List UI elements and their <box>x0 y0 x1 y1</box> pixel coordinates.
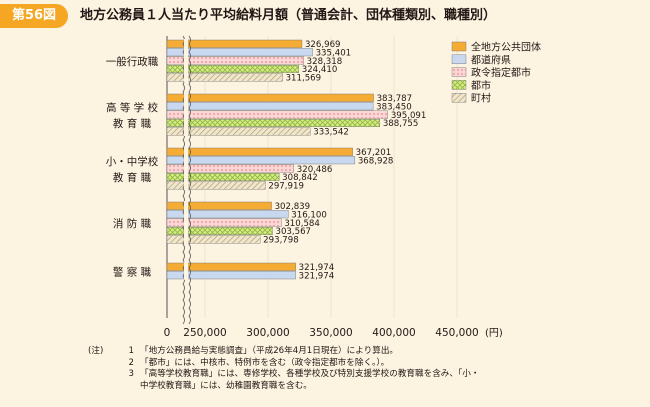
bar-value-label: 395,091 <box>391 111 427 121</box>
bar-value-label: 333,542 <box>313 128 349 138</box>
bar-value-label: 321,974 <box>299 263 335 273</box>
note-continuation: 中学校教育職」には、幼稚園教育職を含む。 <box>140 380 312 391</box>
category-label: 高 等 学 校 <box>106 101 159 114</box>
category-label: 教 育 職 <box>113 117 152 130</box>
bar <box>166 73 283 82</box>
bar <box>166 181 266 190</box>
bar-value-label: 368,928 <box>358 156 394 166</box>
bar-value-label: 383,787 <box>377 94 413 104</box>
legend-label: 都市 <box>471 79 491 92</box>
axis-break-line <box>188 35 191 325</box>
x-tick-label: 0 <box>164 327 171 339</box>
x-tick-label: 350,000 <box>309 327 352 339</box>
legend-swatch <box>451 67 467 77</box>
note-number: 3 <box>128 369 134 379</box>
bar-value-label: 303,567 <box>275 227 311 237</box>
category-label: 一般行政職 <box>106 55 159 68</box>
x-tick-label: 450,000 <box>435 327 478 339</box>
note-row: 2 「都市」には、中核市、特例市を含む（政令指定都市を除く。）。 <box>88 358 628 370</box>
bar <box>166 127 311 136</box>
bar-break-gap <box>184 201 188 244</box>
note-number: 2 <box>128 357 134 368</box>
bar-break-gap <box>184 147 188 190</box>
legend-swatch <box>451 92 467 103</box>
legend-swatch <box>451 41 467 52</box>
bar-value-label: 293,798 <box>263 236 299 246</box>
bar <box>166 93 374 102</box>
bar-value-label: 388,755 <box>383 119 419 129</box>
bar <box>166 235 261 244</box>
bar <box>166 64 299 73</box>
note-row: (注) 1 「地方公務員給与実態調査」（平成26年4月1日現在）により算出。 <box>88 346 628 358</box>
figure-header: 第56図 地方公務員１人当たり平均給料月額（普通会計、団体種類別、職種別） <box>0 0 650 30</box>
bar-value-label: 321,974 <box>299 271 335 281</box>
category-label: 消 防 職 <box>113 217 152 230</box>
bar-value-label: 320,486 <box>297 165 333 175</box>
bar <box>166 218 282 227</box>
bar-break-gap <box>184 93 188 136</box>
bar-value-label: 335,401 <box>316 48 352 58</box>
bar <box>166 48 313 57</box>
bar-value-label: 367,201 <box>356 148 392 158</box>
bar <box>166 172 280 181</box>
bar <box>166 262 296 271</box>
figure-number-badge: 第56図 <box>0 4 68 28</box>
x-tick-label: 400,000 <box>372 327 415 339</box>
legend-swatch <box>451 54 467 64</box>
bar <box>166 147 353 156</box>
category-label: 警 察 職 <box>113 265 152 278</box>
category-label: 教 育 職 <box>113 171 152 184</box>
figure-title: 地方公務員１人当たり平均給料月額（普通会計、団体種類別、職種別） <box>80 8 497 23</box>
bar-value-label: 383,450 <box>376 102 412 112</box>
note-row: 3 「高等学校教育職」には、専修学校、各種学校及び特別支援学校の教育職を含み、「… <box>88 369 628 381</box>
legend-label: 町村 <box>471 92 491 105</box>
bar <box>166 156 356 165</box>
bar <box>166 201 272 210</box>
bar-value-label: 311,569 <box>286 74 322 84</box>
bar <box>166 164 295 173</box>
bar <box>166 56 304 65</box>
bar <box>166 102 374 111</box>
x-tick-label: 300,000 <box>246 327 289 339</box>
axis-break-line <box>182 35 185 325</box>
bar <box>166 226 273 235</box>
bar-value-label: 328,318 <box>307 57 343 67</box>
bar-value-label: 310,584 <box>284 219 320 229</box>
note-text: 「都市」には、中核市、特例市を含む（政令指定都市を除く。）。 <box>140 357 390 368</box>
x-axis-unit: (円) <box>485 328 503 339</box>
note-number: 1 <box>128 346 134 356</box>
legend-swatch <box>451 80 467 90</box>
bar <box>166 118 381 127</box>
axis-break <box>182 35 191 325</box>
bar-value-label: 308,842 <box>282 173 318 183</box>
category-label: 小・中学校 <box>106 155 159 168</box>
bar-value-label: 297,919 <box>268 182 304 192</box>
notes-label: (注) <box>88 346 104 356</box>
bar-break-gap <box>184 39 188 82</box>
bar-value-label: 324,410 <box>302 65 338 75</box>
bar-value-label: 326,969 <box>305 40 341 50</box>
legend-label: 都道府県 <box>471 53 511 66</box>
x-tick-label: 250,000 <box>183 327 226 339</box>
bar <box>166 39 303 48</box>
bar-value-label: 316,100 <box>291 210 327 220</box>
bar-break-gap <box>184 262 188 280</box>
bar-value-label: 302,839 <box>275 202 311 212</box>
bar <box>166 210 289 219</box>
bar <box>166 271 296 280</box>
legend-label: 全地方公共団体 <box>471 41 541 54</box>
note-text: 「地方公務員給与実態調査」（平成26年4月1日現在）により算出。 <box>140 346 399 356</box>
legend-label: 政令指定都市 <box>471 66 531 79</box>
bar <box>166 110 389 119</box>
note-text: 「高等学校教育職」には、専修学校、各種学校及び特別支援学校の教育職を含み、「小・ <box>140 369 480 379</box>
notes: (注) 1 「地方公務員給与実態調査」（平成26年4月1日現在）により算出。 2… <box>88 346 628 392</box>
